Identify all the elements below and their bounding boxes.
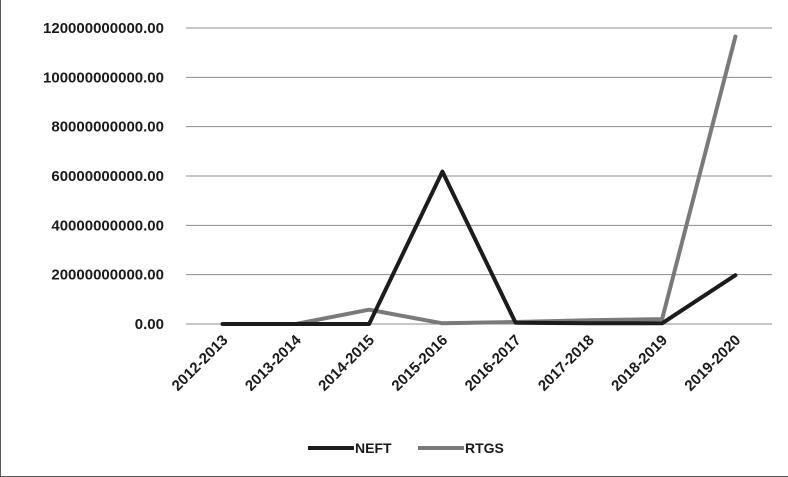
series-lines [220,34,738,326]
x-axis-tick-labels: 2012-2013 2013-2014 2014-2015 2015-2016 2016… [169,331,744,394]
y-tick-label: 80000000000.00 [51,119,164,136]
y-tick-label: 0.00 [135,316,164,333]
series-line-rtgs [220,34,738,326]
x-tick-label: 2015-2016 [388,332,451,395]
y-tick-label: 100000000000.00 [43,69,164,86]
x-tick-label: 2019-2020 [681,332,744,395]
legend: NEFT RTGS [308,440,504,456]
y-axis-tick-labels: 0.00 20000000000.00 40000000000.00 60000000… [43,20,164,333]
x-tick-label: 2014-2015 [315,332,378,395]
y-tick-label: 120000000000.00 [43,20,164,37]
x-tick-label: 2012-2013 [169,332,232,395]
y-tick-label: 20000000000.00 [51,267,164,284]
legend-label-neft: NEFT [355,440,392,456]
y-tick-label: 60000000000.00 [51,168,164,185]
x-tick-label: 2016-2017 [462,332,525,395]
y-tick-label: 40000000000.00 [51,217,164,234]
legend-label-rtgs: RTGS [465,440,504,456]
gridlines [186,27,772,325]
series-line-neft [220,169,738,326]
x-tick-label: 2018-2019 [608,332,671,395]
x-tick-label: 2017-2018 [535,332,598,395]
x-tick-label: 2013-2014 [242,331,305,394]
